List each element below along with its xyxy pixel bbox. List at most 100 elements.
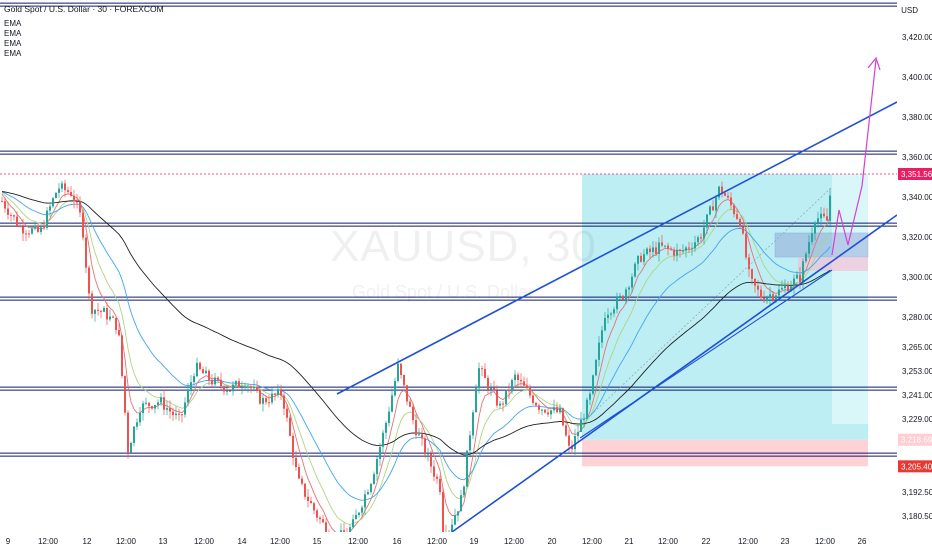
- time-axis-bg: [0, 532, 932, 550]
- candle-body: [109, 316, 111, 320]
- candle-body: [439, 478, 441, 493]
- candle-body: [10, 214, 12, 216]
- candle-body: [262, 398, 264, 404]
- ema-label-1[interactable]: EMA: [4, 19, 22, 28]
- ema-label-4[interactable]: EMA: [4, 49, 22, 58]
- candle-body: [88, 267, 90, 294]
- candle-body: [586, 399, 588, 419]
- candle-body: [418, 434, 420, 436]
- candle-body: [382, 432, 384, 447]
- candle-body: [625, 289, 627, 300]
- candle-body: [238, 381, 240, 388]
- candle-body: [511, 379, 513, 392]
- projection-path[interactable]: [831, 59, 877, 256]
- candle-body: [118, 329, 120, 336]
- candle-body: [781, 287, 783, 290]
- time-tick-label: 12:00: [427, 537, 448, 546]
- candle-body: [583, 418, 585, 420]
- price-tick-label: 3,360.00: [902, 153, 932, 162]
- time-axis[interactable]: 9 12:00 12 12:00 13 12:00 14 12:00 15 12:00 16 12:0…: [0, 532, 932, 550]
- candle-body: [562, 408, 564, 426]
- time-tick-label: 14: [238, 537, 247, 546]
- candle-body: [529, 388, 531, 396]
- candle-body: [37, 225, 39, 232]
- price-tag: [898, 168, 932, 180]
- candle-body: [43, 227, 45, 229]
- entry-box[interactable]: [798, 257, 868, 271]
- candle-body: [277, 389, 279, 395]
- candle-body: [286, 408, 288, 418]
- candle-body: [115, 317, 117, 330]
- profit-zone-extension: [832, 174, 868, 424]
- candle-body: [487, 377, 489, 390]
- candle-body: [130, 442, 132, 453]
- candle-body: [325, 522, 327, 535]
- candle-body: [652, 247, 654, 253]
- candle-body: [424, 438, 426, 455]
- candle-body: [25, 233, 27, 235]
- candle-body: [67, 190, 69, 192]
- candle-body: [1, 201, 3, 203]
- inner-trend-line[interactable]: [579, 269, 833, 439]
- candle-body: [97, 309, 99, 311]
- candle-body: [403, 374, 405, 386]
- candle-body: [205, 370, 207, 374]
- candle-body: [229, 390, 231, 392]
- candle-body: [748, 257, 750, 270]
- candle-body: [178, 413, 180, 415]
- time-tick-label: 9: [6, 537, 11, 546]
- price-tick-label: 3,380.00: [902, 113, 932, 122]
- candle-body: [829, 195, 831, 221]
- time-tick-label: 12:00: [815, 537, 836, 546]
- candle-body: [313, 503, 315, 511]
- candle-body: [70, 191, 72, 196]
- candle-body: [16, 216, 18, 226]
- candle-body: [646, 248, 648, 255]
- symbol-name-watermark: Gold Spot / U.S. Dollar: [352, 282, 535, 302]
- candle-body: [187, 389, 189, 403]
- time-tick-label: 19: [470, 537, 479, 546]
- candle-body: [307, 496, 309, 501]
- candle-body: [190, 382, 192, 390]
- candle-body: [19, 225, 21, 227]
- candle-body: [64, 183, 66, 191]
- candle-body: [298, 467, 300, 479]
- candle-body: [265, 398, 267, 403]
- candle-body: [475, 388, 477, 413]
- candle-body: [385, 422, 387, 433]
- time-tick-label: 23: [781, 537, 790, 546]
- ema-label-2[interactable]: EMA: [4, 29, 22, 38]
- time-tick-label: 12:00: [270, 537, 291, 546]
- candle-body: [364, 494, 366, 508]
- candle-body: [649, 248, 651, 253]
- candle-body: [310, 500, 312, 504]
- channel-lower-line[interactable]: [451, 214, 898, 533]
- time-tick-label: 26: [858, 537, 867, 546]
- price-axis[interactable]: 3,420.00 3,400.00 3,380.00 3,360.00 3,340.00…: [897, 0, 932, 550]
- time-tick-label: 12:00: [194, 537, 215, 546]
- candle-body: [181, 414, 183, 416]
- profit-zone[interactable]: [582, 174, 868, 440]
- candle-body: [724, 193, 726, 196]
- currency-label: USD: [901, 6, 918, 15]
- candle-body: [376, 458, 378, 475]
- candle-body: [121, 335, 123, 376]
- candle-body: [100, 310, 102, 312]
- channel-upper-line[interactable]: [336, 101, 898, 395]
- candle-body: [535, 402, 537, 406]
- candle-body: [295, 457, 297, 468]
- candle-body: [670, 248, 672, 250]
- candle-body: [664, 245, 666, 247]
- price-tick-label: 3,241.00: [902, 391, 932, 400]
- candle-body: [361, 507, 363, 513]
- candle-body: [469, 435, 471, 451]
- candle-body: [613, 309, 615, 314]
- ema-label-3[interactable]: EMA: [4, 39, 22, 48]
- candle-body: [523, 381, 525, 386]
- candle-body: [706, 214, 708, 228]
- candle-body: [778, 289, 780, 296]
- indicator-legend: EMA EMA EMA EMA: [4, 19, 21, 59]
- candle-body: [532, 395, 534, 403]
- candle-body: [517, 374, 519, 380]
